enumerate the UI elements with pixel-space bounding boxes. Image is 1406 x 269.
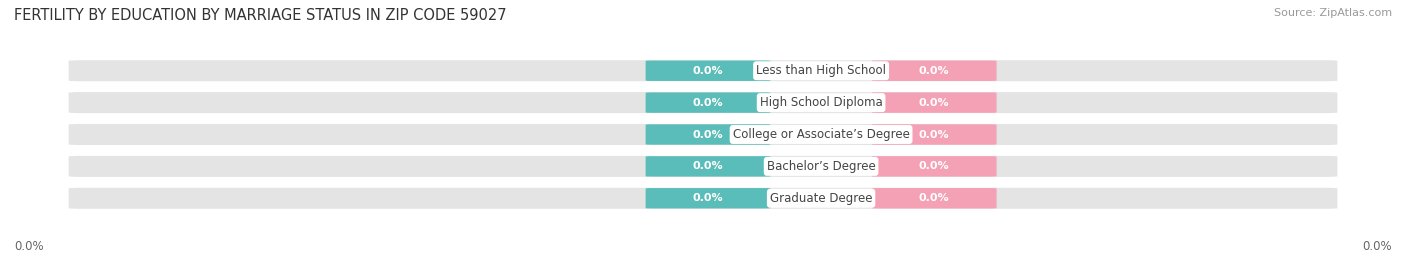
Text: 0.0%: 0.0%	[920, 66, 949, 76]
Text: 0.0%: 0.0%	[920, 193, 949, 203]
FancyBboxPatch shape	[69, 188, 1337, 209]
Text: 0.0%: 0.0%	[920, 161, 949, 171]
Text: College or Associate’s Degree: College or Associate’s Degree	[733, 128, 910, 141]
Text: 0.0%: 0.0%	[693, 193, 723, 203]
FancyBboxPatch shape	[69, 60, 1337, 81]
FancyBboxPatch shape	[645, 61, 770, 81]
Text: 0.0%: 0.0%	[693, 66, 723, 76]
FancyBboxPatch shape	[69, 92, 1337, 113]
Text: High School Diploma: High School Diploma	[759, 96, 883, 109]
FancyBboxPatch shape	[872, 93, 997, 113]
Text: 0.0%: 0.0%	[1362, 240, 1392, 253]
FancyBboxPatch shape	[69, 156, 1337, 177]
Text: Graduate Degree: Graduate Degree	[770, 192, 872, 205]
Text: Source: ZipAtlas.com: Source: ZipAtlas.com	[1274, 8, 1392, 18]
Text: 0.0%: 0.0%	[693, 129, 723, 140]
FancyBboxPatch shape	[872, 156, 997, 176]
Text: FERTILITY BY EDUCATION BY MARRIAGE STATUS IN ZIP CODE 59027: FERTILITY BY EDUCATION BY MARRIAGE STATU…	[14, 8, 506, 23]
FancyBboxPatch shape	[872, 124, 997, 145]
Text: 0.0%: 0.0%	[920, 98, 949, 108]
Text: 0.0%: 0.0%	[14, 240, 44, 253]
FancyBboxPatch shape	[645, 124, 770, 145]
FancyBboxPatch shape	[645, 156, 770, 176]
Text: Less than High School: Less than High School	[756, 64, 886, 77]
FancyBboxPatch shape	[645, 188, 770, 208]
Text: Bachelor’s Degree: Bachelor’s Degree	[766, 160, 876, 173]
FancyBboxPatch shape	[872, 61, 997, 81]
Text: 0.0%: 0.0%	[920, 129, 949, 140]
Text: 0.0%: 0.0%	[693, 161, 723, 171]
FancyBboxPatch shape	[69, 124, 1337, 145]
Text: 0.0%: 0.0%	[693, 98, 723, 108]
FancyBboxPatch shape	[645, 93, 770, 113]
FancyBboxPatch shape	[872, 188, 997, 208]
